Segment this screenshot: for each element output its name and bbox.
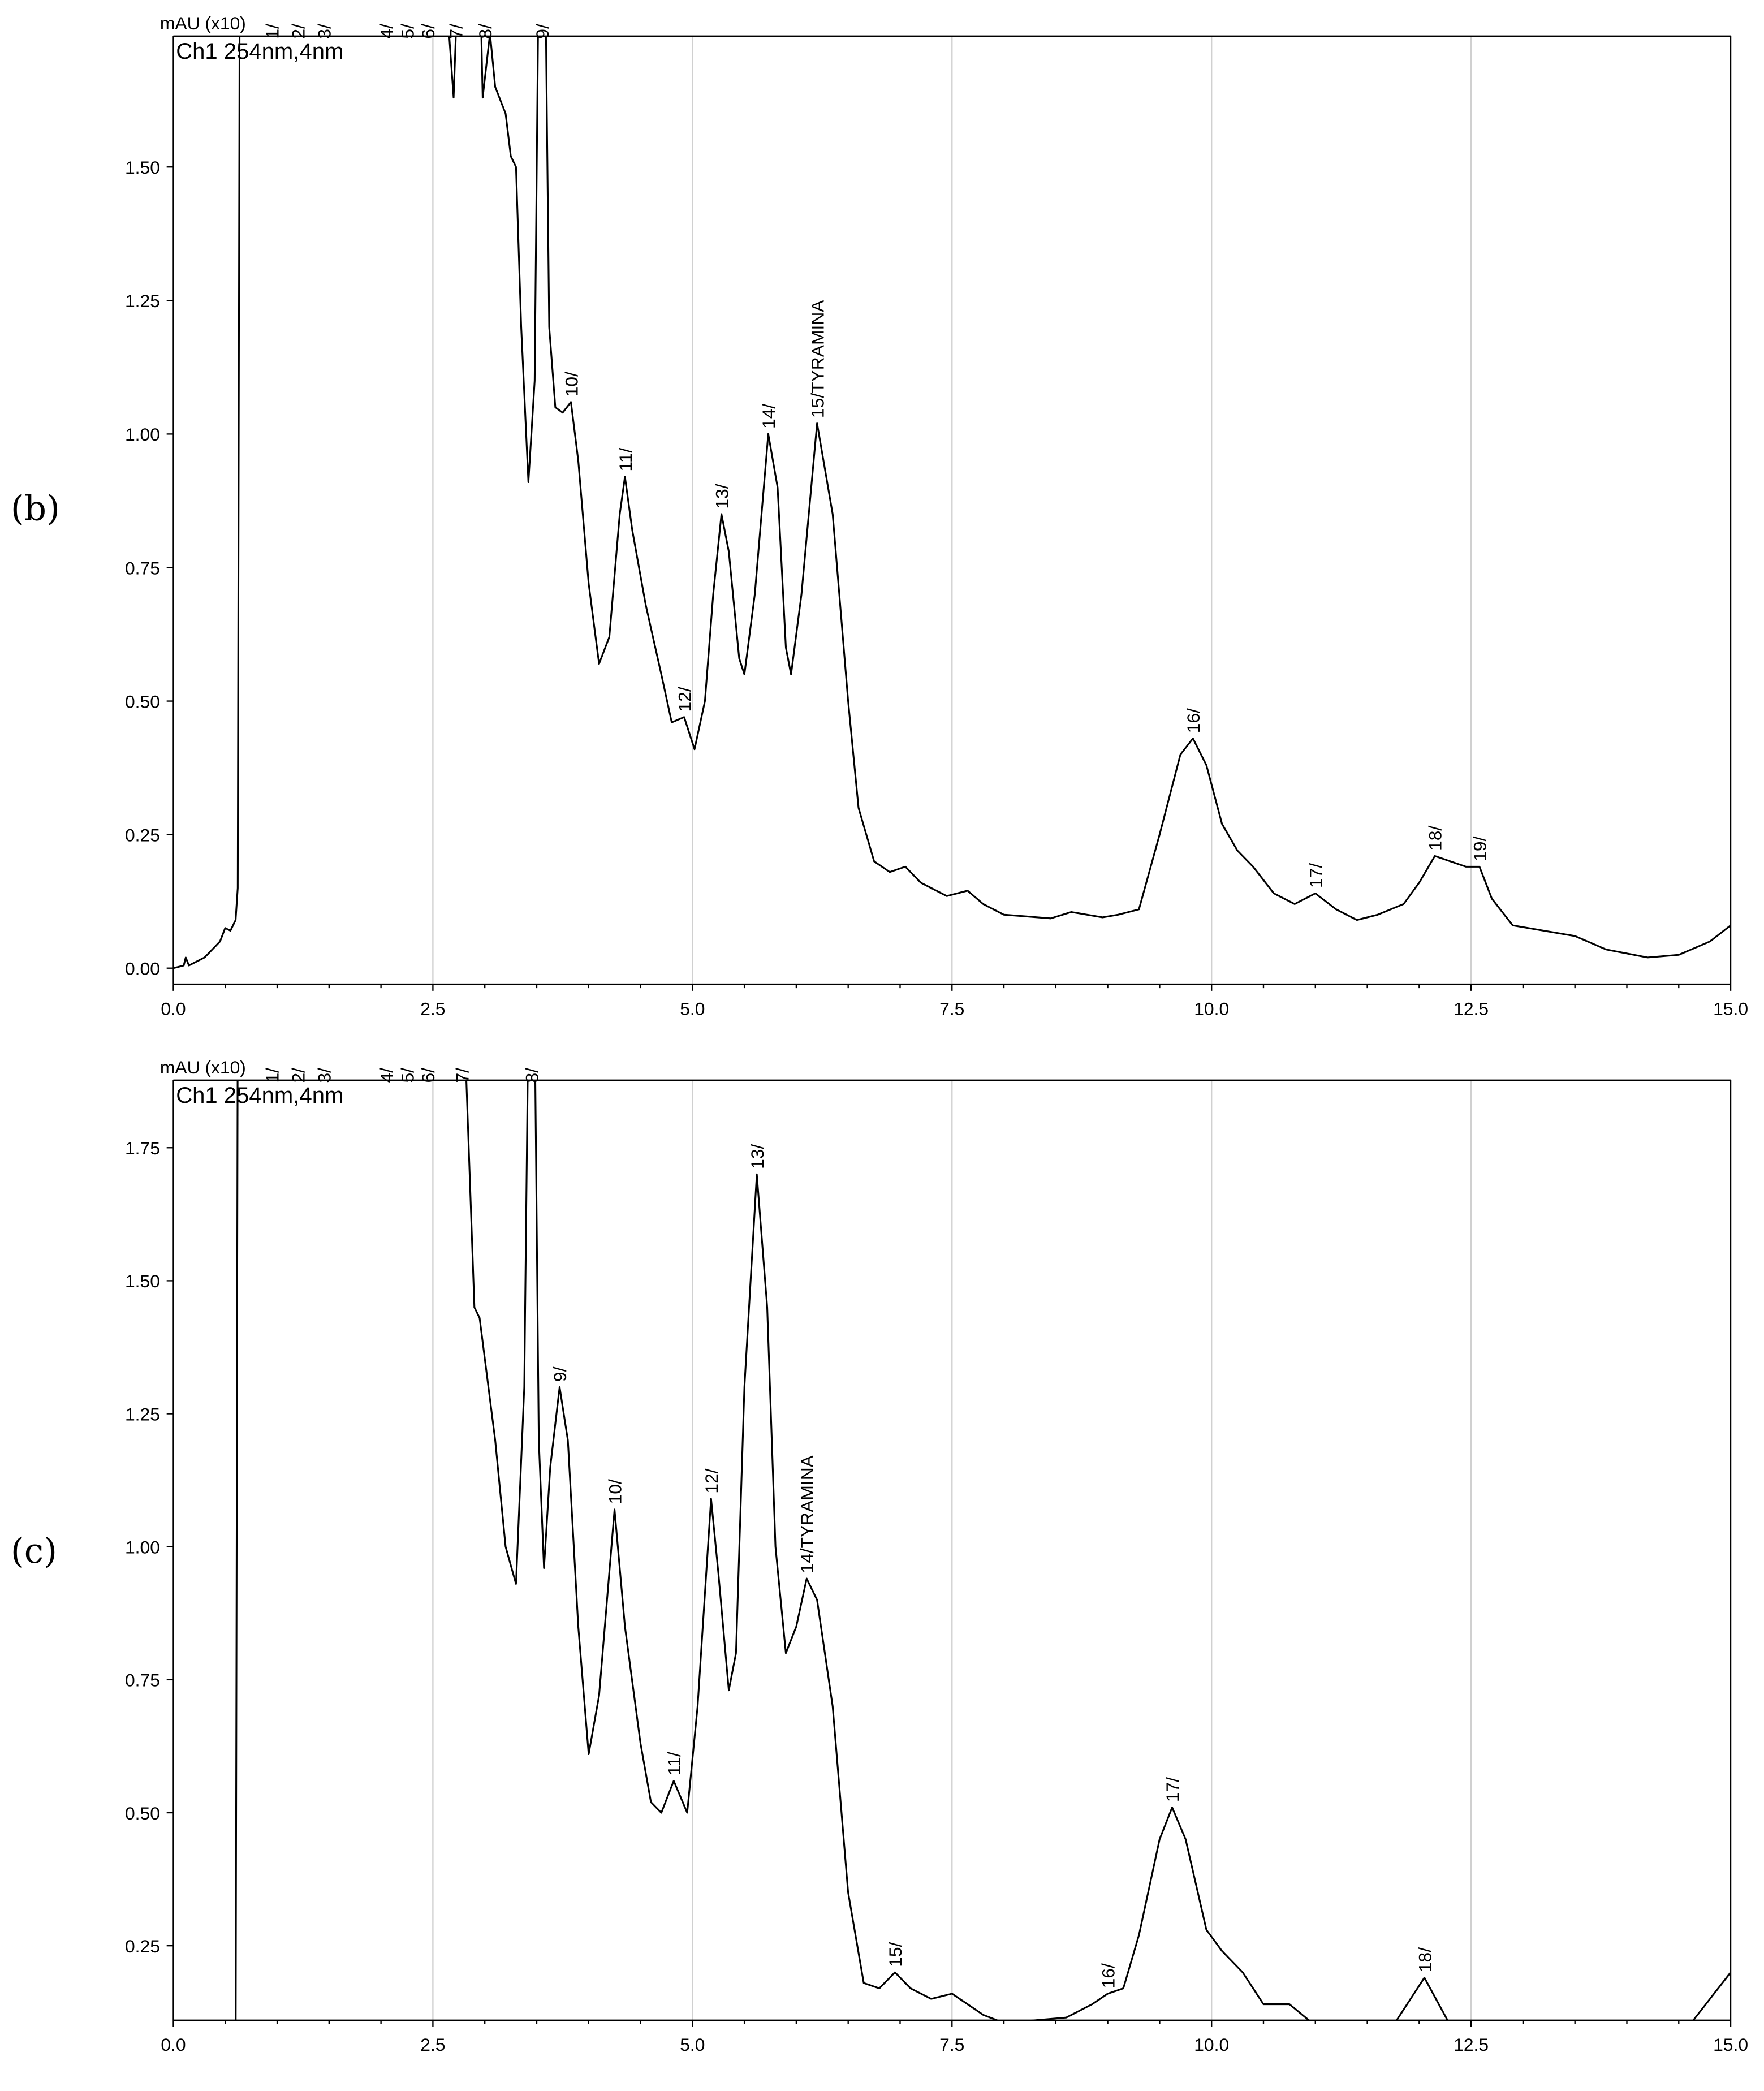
x-tick-label: 0.0 bbox=[161, 2034, 186, 2055]
x-tick-label: 12.5 bbox=[1454, 998, 1489, 1019]
peak-label: 18/ bbox=[1425, 826, 1446, 851]
peak-label: 2/ bbox=[288, 24, 309, 39]
peak-label: 2/ bbox=[288, 1068, 309, 1083]
peak-label: 16/ bbox=[1098, 1963, 1118, 1988]
x-tick-label: 10.0 bbox=[1194, 998, 1229, 1019]
peak-label: 6/ bbox=[418, 1068, 438, 1083]
peak-label: 7/ bbox=[452, 1068, 473, 1083]
y-axis-unit-label: mAU (x10) bbox=[160, 13, 246, 33]
peak-label: 10/ bbox=[561, 372, 581, 396]
y-tick-label: 1.75 bbox=[125, 1138, 160, 1158]
peak-label: 4/ bbox=[377, 24, 397, 39]
y-tick-label: 0.00 bbox=[125, 959, 160, 979]
y-tick-label: 1.00 bbox=[125, 1537, 160, 1557]
peak-label: 6/ bbox=[418, 24, 438, 39]
peak-label: 17/ bbox=[1162, 1777, 1183, 1802]
peak-label: 15/ bbox=[885, 1942, 905, 1967]
peak-label: 3/ bbox=[314, 24, 334, 39]
y-tick-label: 0.50 bbox=[125, 1803, 160, 1823]
peak-label: 12/ bbox=[674, 687, 695, 712]
peak-label: 14/TYRAMINA bbox=[797, 1455, 817, 1573]
peak-label: 1/ bbox=[262, 1068, 283, 1083]
chromatogram-trace bbox=[173, 36, 1731, 969]
peak-label: 9/ bbox=[532, 24, 553, 39]
peak-label: 19/ bbox=[1470, 836, 1490, 861]
peak-label: 18/ bbox=[1414, 1947, 1435, 1972]
peak-label: 12/ bbox=[701, 1468, 722, 1493]
y-tick-label: 1.25 bbox=[125, 1404, 160, 1424]
panel-label: (c) bbox=[11, 1531, 57, 1571]
x-tick-label: 2.5 bbox=[420, 998, 445, 1019]
y-tick-label: 0.25 bbox=[125, 825, 160, 845]
y-tick-label: 0.75 bbox=[125, 1670, 160, 1691]
x-tick-label: 15.0 bbox=[1713, 2034, 1748, 2055]
y-tick-label: 1.50 bbox=[125, 157, 160, 178]
peak-label: 16/ bbox=[1183, 708, 1204, 733]
x-tick-label: 5.0 bbox=[680, 998, 705, 1019]
y-tick-label: 0.75 bbox=[125, 558, 160, 578]
peak-label: 7/ bbox=[446, 24, 467, 39]
chart-panel-c: 0.0 2.5 5.0 7.5 10.0 12.5 15.0 0.25 0.50 0.75 1.00… bbox=[11, 1057, 1748, 2055]
x-tick-label: 12.5 bbox=[1454, 2034, 1489, 2055]
chromatogram-trace bbox=[235, 1080, 1731, 2020]
channel-label: Ch1 254nm,4nm bbox=[176, 1083, 343, 1108]
peak-label: 13/ bbox=[712, 484, 732, 508]
chart-panel-b: 0.0 2.5 5.0 7.5 10.0 12.5 15.0 0.00 0.25 0.50 0.75… bbox=[11, 13, 1748, 1019]
peak-label: 1/ bbox=[262, 24, 283, 39]
peak-label: 15/TYRAMINA bbox=[807, 300, 827, 418]
y-tick-label: 1.50 bbox=[125, 1271, 160, 1291]
x-tick-label: 7.5 bbox=[939, 2034, 964, 2055]
y-tick-label: 1.25 bbox=[125, 291, 160, 311]
peak-label: 13/ bbox=[747, 1144, 767, 1169]
peak-label: 4/ bbox=[377, 1068, 397, 1083]
peak-label: 3/ bbox=[314, 1068, 334, 1083]
peak-label: 8/ bbox=[522, 1068, 542, 1083]
x-tick-label: 10.0 bbox=[1194, 2034, 1229, 2055]
peak-label: 11/ bbox=[615, 447, 636, 471]
peak-label: 10/ bbox=[605, 1479, 625, 1504]
x-tick-label: 7.5 bbox=[939, 998, 964, 1019]
peak-label: 17/ bbox=[1306, 863, 1326, 888]
x-tick-label: 15.0 bbox=[1713, 998, 1748, 1019]
peak-label: 8/ bbox=[475, 24, 495, 39]
x-tick-label: 5.0 bbox=[680, 2034, 705, 2055]
x-tick-label: 0.0 bbox=[161, 998, 186, 1019]
channel-label: Ch1 254nm,4nm bbox=[176, 39, 343, 64]
peak-label: 5/ bbox=[397, 1068, 417, 1083]
peak-label: 14/ bbox=[758, 404, 779, 429]
panel-label: (b) bbox=[11, 489, 60, 529]
y-tick-label: 0.25 bbox=[125, 1936, 160, 1956]
peak-label: 5/ bbox=[397, 24, 417, 39]
y-axis-unit-label: mAU (x10) bbox=[160, 1057, 246, 1077]
y-tick-label: 0.50 bbox=[125, 691, 160, 712]
peak-label: 11/ bbox=[664, 1752, 684, 1775]
y-tick-label: 1.00 bbox=[125, 424, 160, 445]
x-tick-label: 2.5 bbox=[420, 2034, 445, 2055]
peak-label: 9/ bbox=[550, 1366, 570, 1382]
